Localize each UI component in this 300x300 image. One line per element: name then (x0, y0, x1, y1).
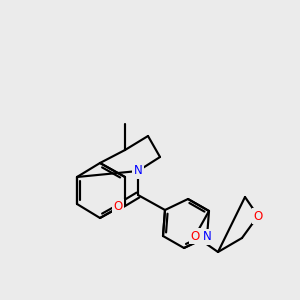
Text: N: N (202, 230, 211, 244)
Text: O: O (113, 200, 123, 214)
Text: N: N (134, 164, 142, 178)
Text: O: O (254, 209, 262, 223)
Text: O: O (190, 230, 200, 242)
